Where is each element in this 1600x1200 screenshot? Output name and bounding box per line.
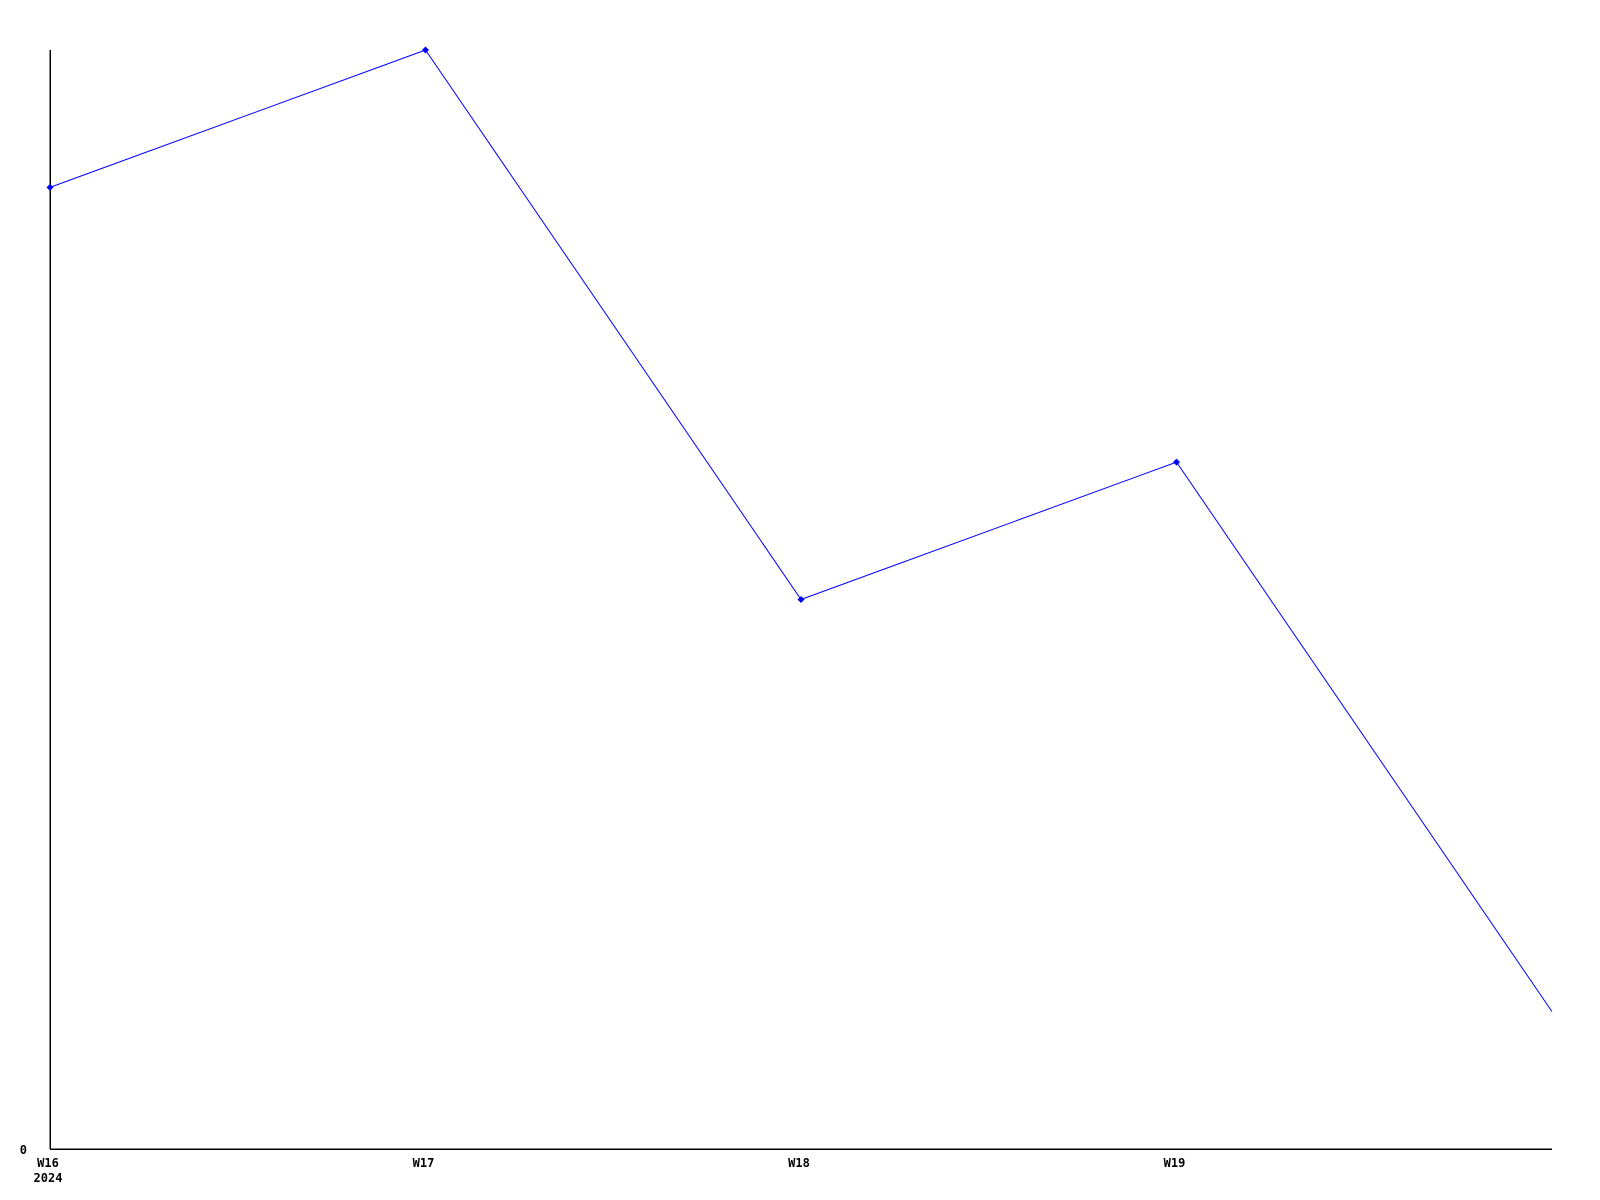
x-tick-labels: W16 W17 W18 W19 — [37, 1156, 1185, 1170]
x-tick-label-w17: W17 — [413, 1156, 435, 1170]
series-markers — [46, 46, 1180, 603]
x-tick-label-w18: W18 — [788, 1156, 810, 1170]
x-tick-label-w16: W16 — [37, 1156, 59, 1170]
x-tick-label-w19: W19 — [1164, 1156, 1186, 1170]
x-axis-year-label: 2024 — [34, 1171, 63, 1185]
series-line — [49, 49, 1553, 1012]
data-point-marker — [422, 46, 429, 54]
y-tick-label-zero: 0 — [20, 1143, 27, 1157]
data-point-marker — [46, 183, 54, 191]
data-point-marker — [1173, 458, 1180, 466]
data-point-marker — [797, 596, 805, 603]
